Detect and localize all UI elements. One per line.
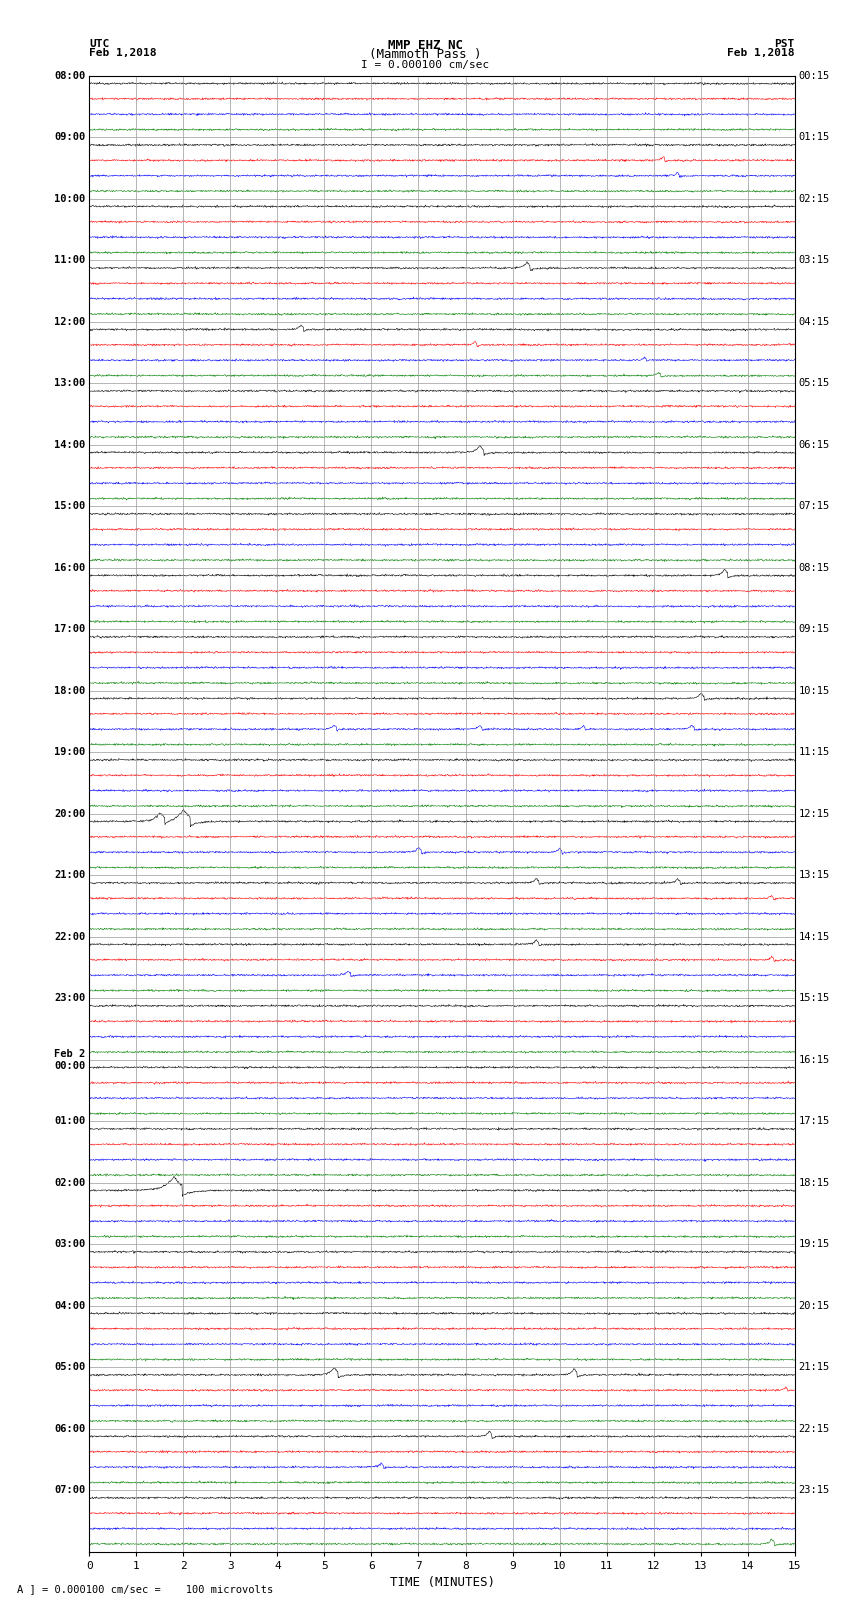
- Text: 01:00: 01:00: [54, 1116, 86, 1126]
- Text: 01:15: 01:15: [798, 132, 830, 142]
- Text: 23:15: 23:15: [798, 1486, 830, 1495]
- Text: 08:00: 08:00: [54, 71, 86, 81]
- Text: 10:15: 10:15: [798, 686, 830, 695]
- Text: 00:15: 00:15: [798, 71, 830, 81]
- Text: (Mammoth Pass ): (Mammoth Pass ): [369, 48, 481, 61]
- Text: 04:00: 04:00: [54, 1300, 86, 1311]
- Text: 02:00: 02:00: [54, 1177, 86, 1187]
- Text: 17:00: 17:00: [54, 624, 86, 634]
- Text: 21:00: 21:00: [54, 871, 86, 881]
- Text: 02:15: 02:15: [798, 194, 830, 203]
- Text: 19:15: 19:15: [798, 1239, 830, 1248]
- Text: 16:15: 16:15: [798, 1055, 830, 1065]
- Text: 06:15: 06:15: [798, 440, 830, 450]
- Text: MMP EHZ NC: MMP EHZ NC: [388, 39, 462, 52]
- Text: 20:00: 20:00: [54, 808, 86, 819]
- Text: 08:15: 08:15: [798, 563, 830, 573]
- Text: UTC: UTC: [89, 39, 110, 48]
- Text: 07:15: 07:15: [798, 502, 830, 511]
- Text: PST: PST: [774, 39, 795, 48]
- Text: 15:00: 15:00: [54, 502, 86, 511]
- Text: 10:00: 10:00: [54, 194, 86, 203]
- X-axis label: TIME (MINUTES): TIME (MINUTES): [389, 1576, 495, 1589]
- Text: 20:15: 20:15: [798, 1300, 830, 1311]
- Text: 03:00: 03:00: [54, 1239, 86, 1248]
- Text: 09:00: 09:00: [54, 132, 86, 142]
- Text: 07:00: 07:00: [54, 1486, 86, 1495]
- Text: 05:00: 05:00: [54, 1363, 86, 1373]
- Text: Feb 1,2018: Feb 1,2018: [89, 48, 156, 58]
- Text: 11:00: 11:00: [54, 255, 86, 265]
- Text: 11:15: 11:15: [798, 747, 830, 756]
- Text: 18:00: 18:00: [54, 686, 86, 695]
- Text: 23:00: 23:00: [54, 994, 86, 1003]
- Text: 22:00: 22:00: [54, 932, 86, 942]
- Text: 14:00: 14:00: [54, 440, 86, 450]
- Text: 14:15: 14:15: [798, 932, 830, 942]
- Text: 09:15: 09:15: [798, 624, 830, 634]
- Text: 16:00: 16:00: [54, 563, 86, 573]
- Text: 04:15: 04:15: [798, 316, 830, 327]
- Text: 05:15: 05:15: [798, 379, 830, 389]
- Text: 18:15: 18:15: [798, 1177, 830, 1187]
- Text: 12:00: 12:00: [54, 316, 86, 327]
- Text: 22:15: 22:15: [798, 1424, 830, 1434]
- Text: 06:00: 06:00: [54, 1424, 86, 1434]
- Text: 15:15: 15:15: [798, 994, 830, 1003]
- Text: 19:00: 19:00: [54, 747, 86, 756]
- Text: 21:15: 21:15: [798, 1363, 830, 1373]
- Text: Feb 2
00:00: Feb 2 00:00: [54, 1048, 86, 1071]
- Text: 13:15: 13:15: [798, 871, 830, 881]
- Text: A ] = 0.000100 cm/sec =    100 microvolts: A ] = 0.000100 cm/sec = 100 microvolts: [17, 1584, 273, 1594]
- Text: 12:15: 12:15: [798, 808, 830, 819]
- Text: Feb 1,2018: Feb 1,2018: [728, 48, 795, 58]
- Text: 03:15: 03:15: [798, 255, 830, 265]
- Text: I = 0.000100 cm/sec: I = 0.000100 cm/sec: [361, 60, 489, 69]
- Text: 17:15: 17:15: [798, 1116, 830, 1126]
- Text: 13:00: 13:00: [54, 379, 86, 389]
